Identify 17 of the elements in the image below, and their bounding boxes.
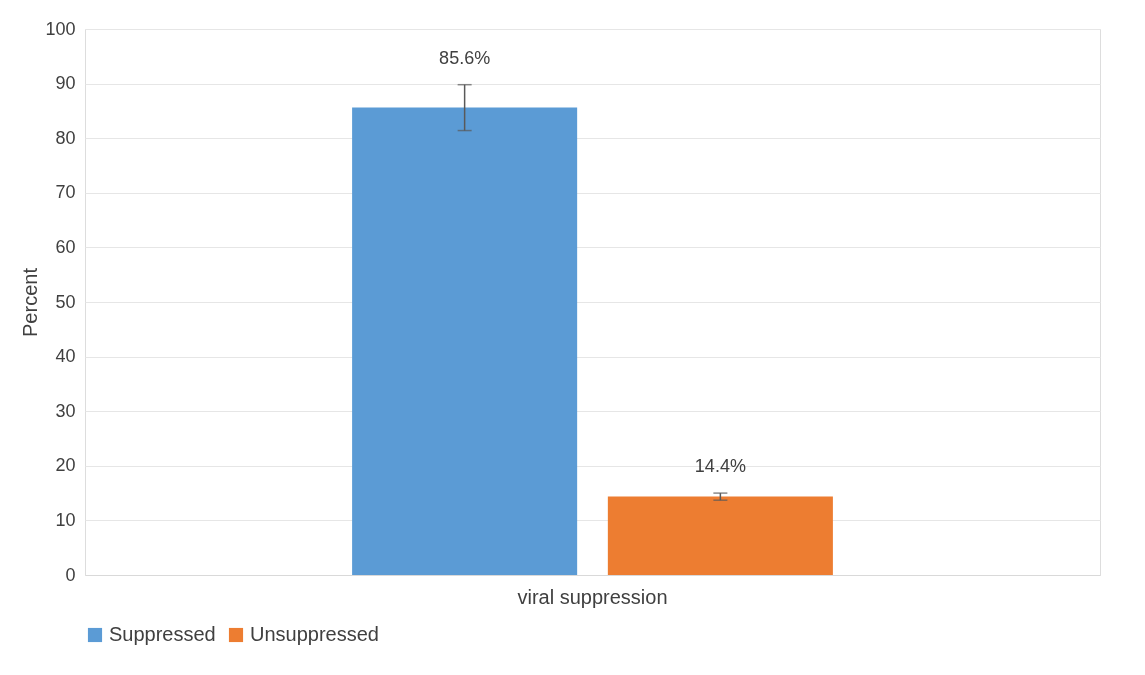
y-tick-label: 60	[55, 236, 76, 257]
data-label: 85.6%	[439, 47, 491, 68]
data-label: 14.4%	[694, 456, 746, 477]
y-tick-label: 80	[55, 127, 76, 148]
legend-label: Unsuppressed	[250, 623, 379, 645]
y-tick-label: 40	[55, 346, 76, 367]
y-tick-label: 10	[55, 509, 76, 530]
y-tick-label: 70	[55, 182, 76, 203]
x-tick-label: viral suppression	[517, 585, 668, 608]
y-tick-label: 20	[55, 455, 76, 476]
y-axis-title: Percent	[19, 267, 42, 337]
y-tick-label: 30	[55, 400, 76, 421]
y-tick-label: 100	[45, 18, 76, 39]
y-tick-label: 0	[65, 564, 76, 585]
y-tick-label: 50	[55, 291, 76, 312]
legend-label: Suppressed	[109, 623, 216, 645]
y-tick-label: 90	[55, 73, 76, 94]
